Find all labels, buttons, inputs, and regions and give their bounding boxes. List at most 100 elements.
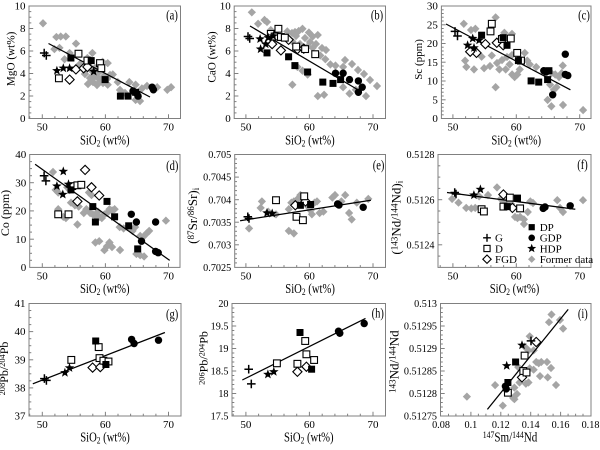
svg-text:SiO2 (wt%): SiO2 (wt%) (284, 429, 334, 445)
svg-text:(143Nd/144Nd)i: (143Nd/144Nd)i (389, 180, 405, 254)
svg-text:50: 50 (240, 122, 252, 134)
svg-text:SiO2 (wt%): SiO2 (wt%) (285, 281, 335, 298)
svg-text:10: 10 (15, 1, 27, 13)
svg-text:15: 15 (427, 57, 439, 69)
svg-text:0.5129: 0.5129 (409, 344, 437, 355)
svg-text:(f): (f) (577, 157, 588, 173)
svg-text:206Pb/204Pb: 206Pb/204Pb (197, 331, 211, 385)
svg-text:8: 8 (225, 23, 231, 35)
svg-text:0: 0 (21, 262, 27, 274)
svg-text:SiO2 (wt%): SiO2 (wt%) (491, 132, 541, 149)
svg-text:4: 4 (20, 68, 26, 80)
svg-text:30: 30 (15, 177, 27, 189)
svg-text:0.703: 0.703 (208, 240, 231, 251)
svg-text:0: 0 (432, 113, 438, 125)
svg-text:10: 10 (427, 76, 439, 88)
svg-text:60: 60 (100, 122, 112, 134)
svg-text:2: 2 (20, 91, 26, 103)
svg-text:50: 50 (37, 419, 49, 431)
svg-text:37: 37 (15, 411, 27, 423)
svg-text:20: 20 (218, 299, 228, 310)
svg-text:SiO2 (wt%): SiO2 (wt%) (285, 132, 335, 149)
svg-text:(b): (b) (371, 7, 383, 23)
svg-text:(e): (e) (373, 157, 385, 173)
svg-text:0.16: 0.16 (552, 420, 570, 431)
svg-text:SiO2 (wt%): SiO2 (wt%) (80, 281, 130, 298)
svg-text:6: 6 (225, 46, 231, 58)
svg-text:MgO (wt%): MgO (wt%) (5, 31, 17, 86)
svg-text:50: 50 (37, 271, 49, 283)
svg-text:60: 60 (304, 271, 316, 283)
svg-text:SiO2 (wt%): SiO2 (wt%) (80, 429, 130, 445)
svg-text:60: 60 (100, 419, 112, 431)
svg-text:0.1: 0.1 (465, 420, 478, 431)
svg-text:70: 70 (368, 271, 380, 283)
svg-text:0.7035: 0.7035 (203, 218, 231, 229)
svg-text:G: G (495, 233, 503, 245)
svg-text:Former data: Former data (540, 254, 594, 266)
svg-text:208Pb/204Pb: 208Pb/204Pb (0, 342, 11, 396)
svg-text:0.5126: 0.5126 (406, 195, 434, 206)
svg-text:SiO2 (wt%): SiO2 (wt%) (80, 132, 130, 149)
svg-text:DP: DP (540, 222, 554, 234)
svg-text:2: 2 (225, 91, 231, 103)
svg-text:(i): (i) (578, 306, 588, 322)
svg-text:70: 70 (163, 122, 175, 134)
svg-text:50: 50 (447, 122, 459, 134)
svg-text:10: 10 (220, 1, 232, 13)
svg-text:Sc (ppm): Sc (ppm) (413, 39, 425, 80)
svg-text:Co (ppm): Co (ppm) (0, 190, 12, 236)
svg-text:0: 0 (20, 113, 26, 125)
svg-text:18: 18 (218, 389, 228, 400)
svg-text:0.7045: 0.7045 (203, 173, 231, 184)
svg-text:0.5128: 0.5128 (406, 150, 434, 161)
svg-text:(h): (h) (372, 305, 384, 321)
svg-text:0.5128: 0.5128 (409, 389, 437, 400)
svg-text:143Nd/144Nd: 143Nd/144Nd (387, 330, 402, 393)
svg-text:0.08: 0.08 (432, 420, 450, 431)
svg-text:0: 0 (225, 113, 231, 125)
svg-text:SiO2 (wt%): SiO2 (wt%) (490, 281, 540, 298)
svg-text:50: 50 (240, 271, 252, 283)
svg-text:60: 60 (100, 271, 112, 283)
svg-text:0.7025: 0.7025 (203, 263, 231, 274)
svg-text:60: 60 (304, 419, 316, 431)
svg-text:39: 39 (15, 354, 27, 366)
svg-text:0.705: 0.705 (208, 150, 231, 161)
svg-text:50: 50 (37, 122, 49, 134)
svg-text:4: 4 (225, 68, 231, 80)
svg-text:147Sm/144Nd: 147Sm/144Nd (483, 429, 538, 444)
svg-text:(c): (c) (578, 7, 590, 23)
svg-text:70: 70 (574, 271, 586, 283)
svg-text:GDP: GDP (540, 233, 562, 245)
svg-text:(a): (a) (166, 7, 178, 23)
svg-text:70: 70 (163, 271, 175, 283)
svg-text:50: 50 (240, 419, 252, 431)
svg-text:17.5: 17.5 (211, 412, 229, 423)
svg-text:CaO (wt%): CaO (wt%) (207, 31, 219, 83)
svg-text:18.5: 18.5 (211, 367, 229, 378)
svg-text:70: 70 (163, 419, 175, 431)
svg-text:20: 20 (15, 206, 27, 218)
svg-text:25: 25 (427, 19, 439, 31)
svg-text:0.51275: 0.51275 (404, 412, 437, 423)
svg-text:19: 19 (218, 344, 228, 355)
svg-text:0.704: 0.704 (208, 195, 231, 206)
svg-text:HDP: HDP (540, 243, 562, 255)
svg-text:40: 40 (15, 149, 27, 161)
svg-text:(g): (g) (166, 306, 178, 322)
svg-text:0.51285: 0.51285 (404, 367, 437, 378)
svg-text:5: 5 (432, 94, 438, 106)
svg-text:40: 40 (15, 326, 27, 338)
svg-text:(d): (d) (166, 158, 178, 174)
svg-text:0.18: 0.18 (582, 420, 600, 431)
svg-text:19.5: 19.5 (211, 322, 229, 333)
svg-text:50: 50 (447, 271, 459, 283)
svg-text:D: D (495, 243, 503, 255)
svg-text:8: 8 (20, 23, 26, 35)
svg-text:(87Sr/86Sr)i: (87Sr/86Sr)i (185, 187, 201, 244)
svg-text:38: 38 (15, 383, 27, 395)
svg-text:60: 60 (511, 271, 523, 283)
svg-text:0.513: 0.513 (414, 299, 437, 310)
svg-text:70: 70 (368, 122, 380, 134)
